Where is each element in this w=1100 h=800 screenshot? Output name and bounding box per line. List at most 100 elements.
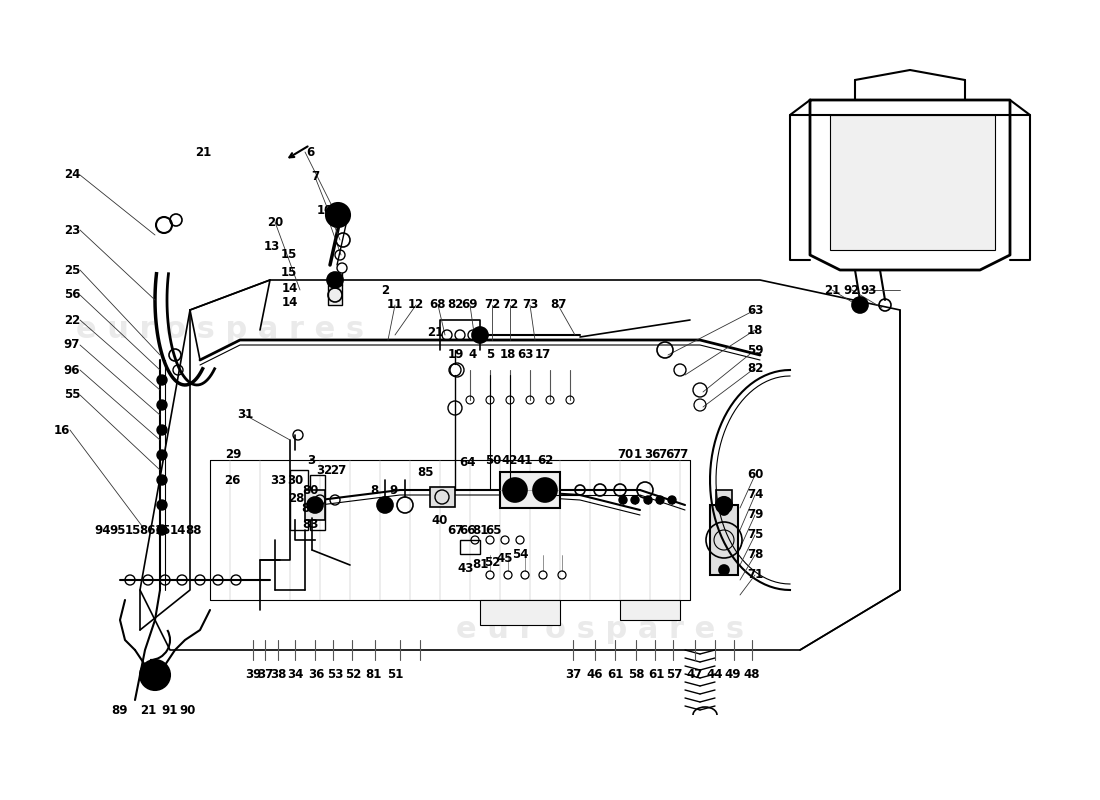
Text: 30: 30 <box>287 474 304 486</box>
Text: e u r o s p a r e s: e u r o s p a r e s <box>76 315 364 345</box>
Text: 14: 14 <box>282 282 298 294</box>
Text: 15: 15 <box>155 523 172 537</box>
Text: 17: 17 <box>535 349 551 362</box>
Text: 83: 83 <box>301 518 318 531</box>
Bar <box>830 115 996 250</box>
Text: 33: 33 <box>270 474 286 486</box>
Text: 51: 51 <box>387 669 404 682</box>
Circle shape <box>157 375 167 385</box>
Text: 7: 7 <box>311 170 319 183</box>
Text: 18: 18 <box>747 323 763 337</box>
Text: 60: 60 <box>747 469 763 482</box>
Text: 25: 25 <box>64 263 80 277</box>
Text: 75: 75 <box>747 529 763 542</box>
Text: 64: 64 <box>459 455 475 469</box>
Text: 48: 48 <box>744 669 760 682</box>
Text: 40: 40 <box>432 514 448 526</box>
Text: 66: 66 <box>459 523 475 537</box>
Text: 32: 32 <box>316 463 332 477</box>
Circle shape <box>157 500 167 510</box>
Text: 31: 31 <box>236 409 253 422</box>
Circle shape <box>716 497 732 513</box>
Text: 37: 37 <box>257 669 273 682</box>
Text: 93: 93 <box>861 283 877 297</box>
Circle shape <box>157 475 167 485</box>
Text: 57: 57 <box>666 669 682 682</box>
Text: 81: 81 <box>472 558 488 571</box>
Text: e u r o s p a r e s: e u r o s p a r e s <box>455 615 744 645</box>
Bar <box>620 600 680 620</box>
Text: 39: 39 <box>245 669 261 682</box>
Circle shape <box>668 496 676 504</box>
Text: 85: 85 <box>417 466 433 478</box>
Bar <box>480 600 560 625</box>
Text: 89: 89 <box>112 703 129 717</box>
Bar <box>290 470 308 530</box>
Text: 63: 63 <box>517 349 534 362</box>
Text: 18: 18 <box>499 349 516 362</box>
Text: 42: 42 <box>502 454 518 466</box>
Text: 76: 76 <box>658 449 674 462</box>
Text: 9: 9 <box>389 483 397 497</box>
Text: 79: 79 <box>747 509 763 522</box>
Text: 72: 72 <box>502 298 518 311</box>
Text: 88: 88 <box>185 523 201 537</box>
Text: 87: 87 <box>550 298 566 311</box>
Text: 77: 77 <box>672 449 689 462</box>
Text: 47: 47 <box>686 669 703 682</box>
Text: 65: 65 <box>485 523 502 537</box>
Text: 63: 63 <box>747 303 763 317</box>
Text: 73: 73 <box>521 298 538 311</box>
Text: 78: 78 <box>747 549 763 562</box>
Text: 10: 10 <box>317 203 333 217</box>
Text: 92: 92 <box>844 283 860 297</box>
Text: 3: 3 <box>307 454 315 466</box>
Text: 67: 67 <box>447 523 463 537</box>
Circle shape <box>619 496 627 504</box>
Circle shape <box>377 497 393 513</box>
Bar <box>430 487 455 507</box>
Text: 86: 86 <box>140 523 156 537</box>
Circle shape <box>656 496 664 504</box>
Bar <box>305 490 324 520</box>
Text: 2: 2 <box>381 283 389 297</box>
Text: 22: 22 <box>64 314 80 326</box>
Text: 41: 41 <box>517 454 534 466</box>
Text: 71: 71 <box>747 569 763 582</box>
Circle shape <box>631 496 639 504</box>
Text: 38: 38 <box>270 669 286 682</box>
Circle shape <box>719 565 729 575</box>
Circle shape <box>157 450 167 460</box>
Text: 20: 20 <box>267 215 283 229</box>
Text: 16: 16 <box>54 423 70 437</box>
Text: 68: 68 <box>430 298 447 311</box>
Circle shape <box>644 496 652 504</box>
Text: 13: 13 <box>264 241 280 254</box>
Text: 95: 95 <box>110 523 126 537</box>
Text: 97: 97 <box>64 338 80 351</box>
Bar <box>460 540 480 554</box>
Text: 96: 96 <box>64 363 80 377</box>
Text: 36: 36 <box>644 449 660 462</box>
Text: 82: 82 <box>447 298 463 311</box>
Text: 50: 50 <box>485 454 502 466</box>
Bar <box>710 505 738 575</box>
Bar <box>500 472 560 508</box>
Bar <box>328 285 342 305</box>
Circle shape <box>503 478 527 502</box>
Text: 21: 21 <box>195 146 211 158</box>
Text: 52: 52 <box>484 555 500 569</box>
Text: 61: 61 <box>607 669 624 682</box>
Bar <box>310 475 324 530</box>
Text: 36: 36 <box>308 669 324 682</box>
Text: 34: 34 <box>287 669 304 682</box>
Text: 15: 15 <box>124 523 141 537</box>
Text: 21: 21 <box>140 703 156 717</box>
Text: 49: 49 <box>725 669 741 682</box>
Text: 59: 59 <box>747 343 763 357</box>
Circle shape <box>307 497 323 513</box>
Text: 23: 23 <box>64 223 80 237</box>
Circle shape <box>327 272 343 288</box>
Text: 6: 6 <box>306 146 315 158</box>
Circle shape <box>326 203 350 227</box>
